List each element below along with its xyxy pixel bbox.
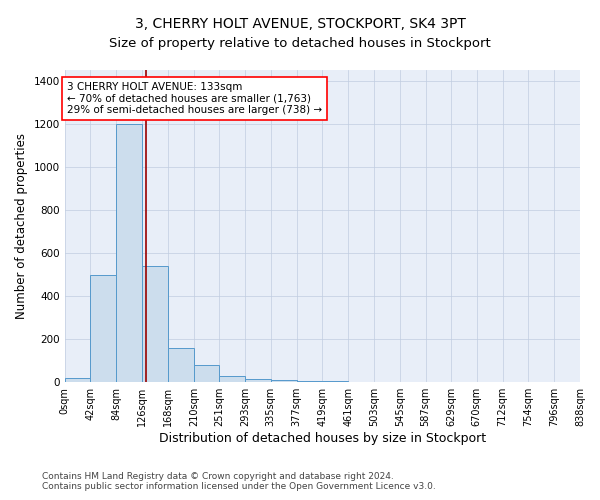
Text: 3 CHERRY HOLT AVENUE: 133sqm
← 70% of detached houses are smaller (1,763)
29% of: 3 CHERRY HOLT AVENUE: 133sqm ← 70% of de… bbox=[67, 82, 322, 115]
Y-axis label: Number of detached properties: Number of detached properties bbox=[15, 133, 28, 319]
Bar bbox=[116, 124, 142, 382]
Bar bbox=[142, 266, 168, 382]
Text: Contains public sector information licensed under the Open Government Licence v3: Contains public sector information licen… bbox=[42, 482, 436, 491]
Bar bbox=[271, 380, 296, 382]
Bar bbox=[168, 348, 194, 382]
X-axis label: Distribution of detached houses by size in Stockport: Distribution of detached houses by size … bbox=[159, 432, 486, 445]
Bar bbox=[245, 379, 271, 382]
Bar bbox=[296, 381, 322, 382]
Text: 3, CHERRY HOLT AVENUE, STOCKPORT, SK4 3PT: 3, CHERRY HOLT AVENUE, STOCKPORT, SK4 3P… bbox=[134, 18, 466, 32]
Bar bbox=[65, 378, 91, 382]
Text: Contains HM Land Registry data © Crown copyright and database right 2024.: Contains HM Land Registry data © Crown c… bbox=[42, 472, 394, 481]
Bar bbox=[91, 274, 116, 382]
Bar bbox=[194, 365, 219, 382]
Bar bbox=[219, 376, 245, 382]
Text: Size of property relative to detached houses in Stockport: Size of property relative to detached ho… bbox=[109, 38, 491, 51]
